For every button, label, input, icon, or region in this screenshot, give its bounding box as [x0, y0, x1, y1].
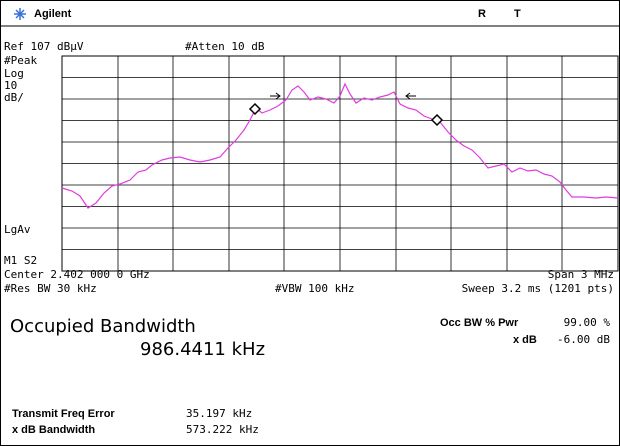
marker-left — [248, 102, 262, 116]
span: Span 3 MHz — [548, 268, 614, 281]
scale-unit: dB/ — [4, 91, 24, 104]
scale-type: Log — [4, 67, 24, 80]
freq-error-label: Transmit Freq Error — [12, 408, 115, 420]
brand: Agilent — [34, 8, 72, 20]
freq-error-value: 35.197 kHz — [186, 407, 252, 420]
xdb-label: x dB — [513, 334, 537, 346]
marker-right — [430, 113, 444, 127]
status-r: R — [478, 8, 486, 20]
center-freq: Center 2.402 000 0 GHz — [4, 268, 150, 281]
xdb-bw-label: x dB Bandwidth — [12, 424, 95, 436]
ref-level: Ref 107 dBµV — [4, 40, 84, 53]
logo — [14, 8, 26, 20]
pwr-value: 99.00 % — [564, 316, 611, 329]
scale-value: 10 — [4, 79, 17, 92]
bandwidth-arrows — [270, 92, 416, 100]
sweep: Sweep 3.2 ms (1201 pts) — [462, 282, 614, 295]
status-t: T — [514, 8, 521, 20]
average: LgAv — [4, 223, 31, 236]
vbw: #VBW 100 kHz — [275, 282, 354, 295]
xdb-value: -6.00 dB — [557, 333, 610, 346]
measurement-result: 986.4411 kHz — [140, 339, 265, 360]
measurement-title: Occupied Bandwidth — [10, 316, 196, 337]
detector: #Peak — [4, 54, 37, 67]
res-bw: #Res BW 30 kHz — [4, 282, 97, 295]
trace — [61, 82, 619, 209]
atten: #Atten 10 dB — [185, 40, 265, 53]
pwr-label: Occ BW % Pwr — [440, 317, 519, 329]
xdb-bw-value: 573.222 kHz — [186, 423, 259, 436]
marker-info: M1 S2 — [4, 254, 37, 267]
